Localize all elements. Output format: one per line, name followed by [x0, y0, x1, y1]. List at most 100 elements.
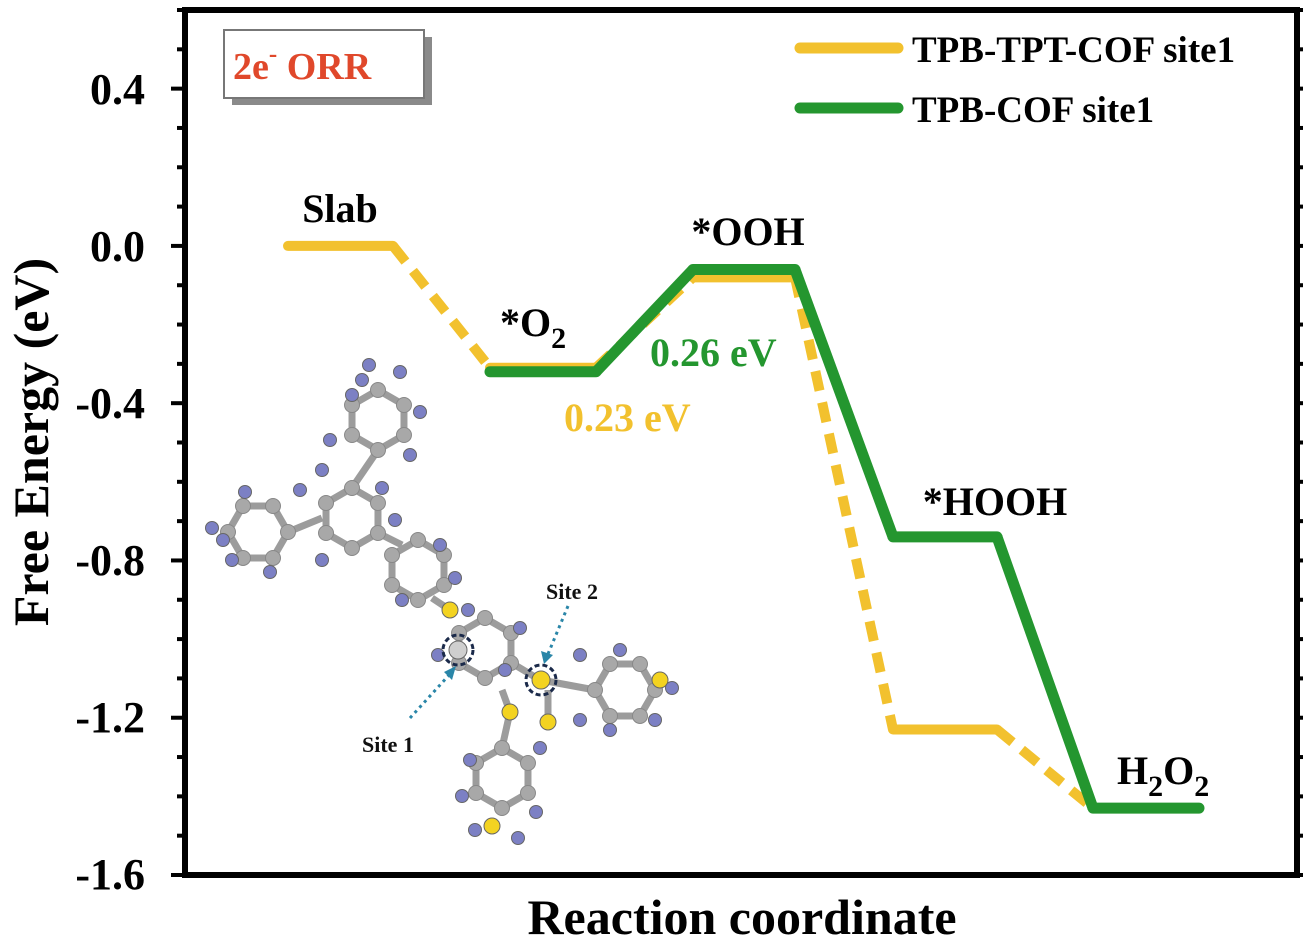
atom: [632, 656, 648, 673]
atom: [293, 483, 307, 497]
site1-label: Site 1: [362, 732, 414, 757]
series-connector: [389, 242, 494, 371]
atom: [448, 571, 462, 585]
atom: [573, 713, 587, 727]
atom: [451, 625, 468, 641]
site2-arrow: [546, 605, 570, 655]
y-axis-ticks: [171, 8, 1303, 877]
site1-arrowhead: [444, 666, 456, 680]
bond: [380, 531, 404, 549]
atom: [501, 703, 519, 721]
site2-arrowhead: [541, 651, 553, 664]
legend-label-tpb-cof: TPB-COF site1: [912, 90, 1154, 131]
atom: [384, 577, 401, 593]
state-label-slab: Slab: [302, 186, 378, 231]
atom: [315, 463, 329, 477]
y-tick-label: 0.4: [90, 65, 145, 114]
y-tick-label: -0.4: [75, 379, 145, 428]
atom: [455, 789, 469, 803]
atom: [603, 723, 617, 737]
atom: [225, 553, 239, 567]
atom: [463, 753, 477, 767]
atom: [410, 592, 426, 608]
atom: [539, 713, 557, 731]
atom: [318, 495, 335, 511]
atom: [519, 755, 536, 771]
site1-arrow: [408, 672, 452, 720]
atom: [369, 495, 386, 511]
atom: [375, 481, 389, 495]
atom: [265, 498, 281, 515]
atom: [280, 524, 296, 540]
barrier-tpb-tpt: 0.23 eV: [564, 395, 691, 440]
atom: [395, 397, 412, 413]
atom: [370, 442, 386, 458]
atom: [395, 593, 409, 607]
atom: [513, 621, 527, 635]
y-tick-label: -1.2: [75, 693, 145, 742]
o2-base: *O: [500, 300, 551, 345]
series-connector: [592, 265, 697, 376]
atom: [533, 741, 547, 755]
atom: [395, 427, 412, 443]
site1-marker: [441, 633, 475, 667]
badge-label: 2e- ORR: [233, 41, 372, 88]
badge-rest: ORR: [277, 46, 372, 88]
state-label-o2: *O2: [500, 300, 566, 355]
h2o2-h: H: [1117, 748, 1148, 793]
atom: [323, 433, 337, 447]
atom: [483, 817, 501, 835]
atom: [587, 682, 603, 698]
atom: [388, 513, 402, 527]
atom: [344, 540, 360, 556]
atom: [573, 648, 587, 662]
atom: [344, 427, 361, 443]
atom: [494, 740, 510, 756]
atom: [648, 713, 662, 727]
atom: [494, 800, 510, 816]
atom: [318, 525, 335, 541]
site2-label: Site 2: [546, 579, 598, 604]
atom: [369, 525, 386, 541]
atom: [370, 382, 386, 398]
atom: [345, 388, 359, 402]
atom: [602, 656, 618, 673]
series-connector: [991, 535, 1099, 810]
atom: [613, 643, 627, 657]
atom: [632, 707, 648, 724]
atom: [355, 373, 369, 387]
atom: [651, 671, 669, 689]
atom: [315, 553, 329, 567]
series-connector: [993, 725, 1097, 813]
atom: [519, 785, 536, 801]
barrier-tpb-cof: 0.26 eV: [650, 330, 777, 375]
atom: [468, 823, 482, 837]
atom: [393, 365, 407, 379]
atom: [433, 538, 447, 552]
atom: [477, 610, 493, 626]
atom: [344, 480, 360, 496]
atom: [531, 670, 551, 690]
atom: [216, 533, 230, 547]
atom: [665, 681, 679, 695]
y-axis-title: Free Energy (eV): [3, 258, 59, 626]
atom: [511, 831, 525, 845]
legend: TPB-TPT-COF site1 TPB-COF site1: [794, 30, 1235, 131]
series-connector: [790, 276, 898, 731]
atom: [205, 521, 219, 535]
o2-sub: 2: [551, 322, 566, 355]
reaction-badge: 2e- ORR: [223, 29, 432, 105]
state-label-ooh: *OOH: [691, 209, 804, 254]
badge-box: [223, 29, 425, 99]
atom: [441, 601, 459, 619]
y-tick-label: 0.0: [90, 222, 145, 271]
atom: [529, 805, 543, 819]
atom: [468, 785, 485, 801]
atom: [403, 448, 417, 462]
y-tick-label: -0.8: [75, 536, 145, 585]
state-label-h2o2: H2O2: [1117, 748, 1209, 803]
badge-sup: -: [269, 41, 277, 68]
atom: [448, 640, 468, 660]
badge-base: 2e: [233, 46, 269, 88]
